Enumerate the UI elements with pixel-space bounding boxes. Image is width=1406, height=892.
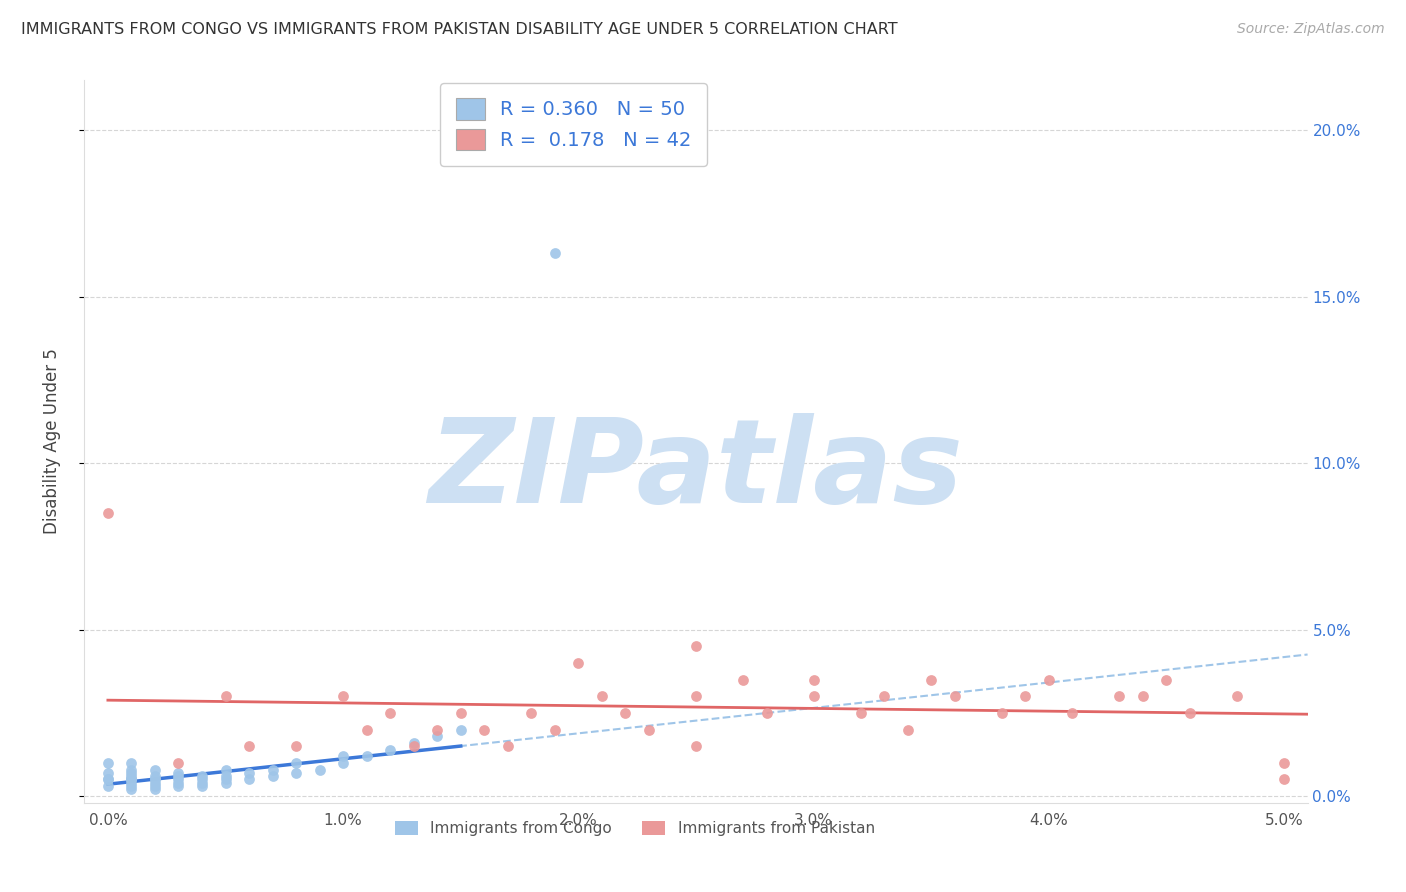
Point [450,723,472,737]
Point [214,690,236,704]
Point [1156,673,1178,687]
Point [897,723,920,737]
Point [426,723,449,737]
Point [262,763,284,777]
Point [167,765,190,780]
Point [943,690,966,704]
Point [472,723,495,737]
Point [380,742,402,756]
Point [803,673,825,687]
Point [167,769,190,783]
Point [402,736,425,750]
Point [1014,690,1036,704]
Point [191,776,214,790]
Point [143,782,166,797]
Point [426,729,449,743]
Point [1108,690,1130,704]
Point [238,765,260,780]
Point [544,723,567,737]
Point [97,765,120,780]
Point [167,756,190,770]
Point [849,706,872,720]
Point [614,706,637,720]
Point [191,769,214,783]
Point [238,739,260,754]
Point [143,772,166,787]
Point [308,763,330,777]
Point [120,756,142,770]
Y-axis label: Disability Age Under 5: Disability Age Under 5 [42,349,60,534]
Point [1272,756,1295,770]
Point [685,739,707,754]
Point [120,772,142,787]
Point [1132,690,1154,704]
Point [332,690,354,704]
Point [1038,673,1060,687]
Point [120,782,142,797]
Point [97,779,120,793]
Point [97,772,120,787]
Point [544,246,567,260]
Point [143,772,166,787]
Point [1226,690,1249,704]
Text: Source: ZipAtlas.com: Source: ZipAtlas.com [1237,22,1385,37]
Point [120,765,142,780]
Point [191,779,214,793]
Point [332,749,354,764]
Point [167,776,190,790]
Point [731,673,754,687]
Point [1178,706,1201,720]
Point [567,656,589,670]
Point [120,772,142,787]
Point [591,690,613,704]
Point [214,772,236,787]
Point [97,756,120,770]
Point [97,506,120,520]
Point [520,706,543,720]
Point [638,723,661,737]
Point [191,772,214,787]
Point [755,706,778,720]
Point [356,749,378,764]
Point [873,690,896,704]
Point [1062,706,1084,720]
Point [285,756,308,770]
Point [380,706,402,720]
Point [120,772,142,787]
Point [356,723,378,737]
Point [991,706,1014,720]
Point [238,772,260,787]
Text: IMMIGRANTS FROM CONGO VS IMMIGRANTS FROM PAKISTAN DISABILITY AGE UNDER 5 CORRELA: IMMIGRANTS FROM CONGO VS IMMIGRANTS FROM… [21,22,897,37]
Point [496,739,519,754]
Point [167,779,190,793]
Legend: Immigrants from Congo, Immigrants from Pakistan: Immigrants from Congo, Immigrants from P… [389,814,880,842]
Point [262,769,284,783]
Text: ZIPatlas: ZIPatlas [429,413,963,528]
Point [120,776,142,790]
Point [214,763,236,777]
Point [285,739,308,754]
Point [143,776,166,790]
Point [120,779,142,793]
Point [143,763,166,777]
Point [120,769,142,783]
Point [97,772,120,787]
Point [685,640,707,654]
Point [450,706,472,720]
Point [167,772,190,787]
Point [143,779,166,793]
Point [402,739,425,754]
Point [143,769,166,783]
Point [920,673,942,687]
Point [214,769,236,783]
Point [214,776,236,790]
Point [685,690,707,704]
Point [332,756,354,770]
Point [120,763,142,777]
Point [803,690,825,704]
Point [285,765,308,780]
Point [1272,772,1295,787]
